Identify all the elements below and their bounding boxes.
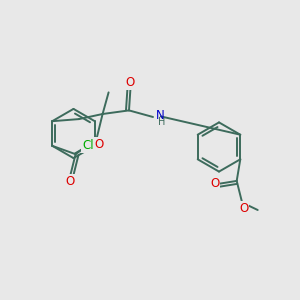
Text: N: N <box>155 109 164 122</box>
Text: O: O <box>94 137 103 151</box>
Text: H: H <box>158 117 165 128</box>
Text: O: O <box>210 177 219 190</box>
Text: O: O <box>239 202 248 215</box>
Text: O: O <box>66 175 75 188</box>
Text: O: O <box>126 76 135 89</box>
Text: Cl: Cl <box>82 139 94 152</box>
